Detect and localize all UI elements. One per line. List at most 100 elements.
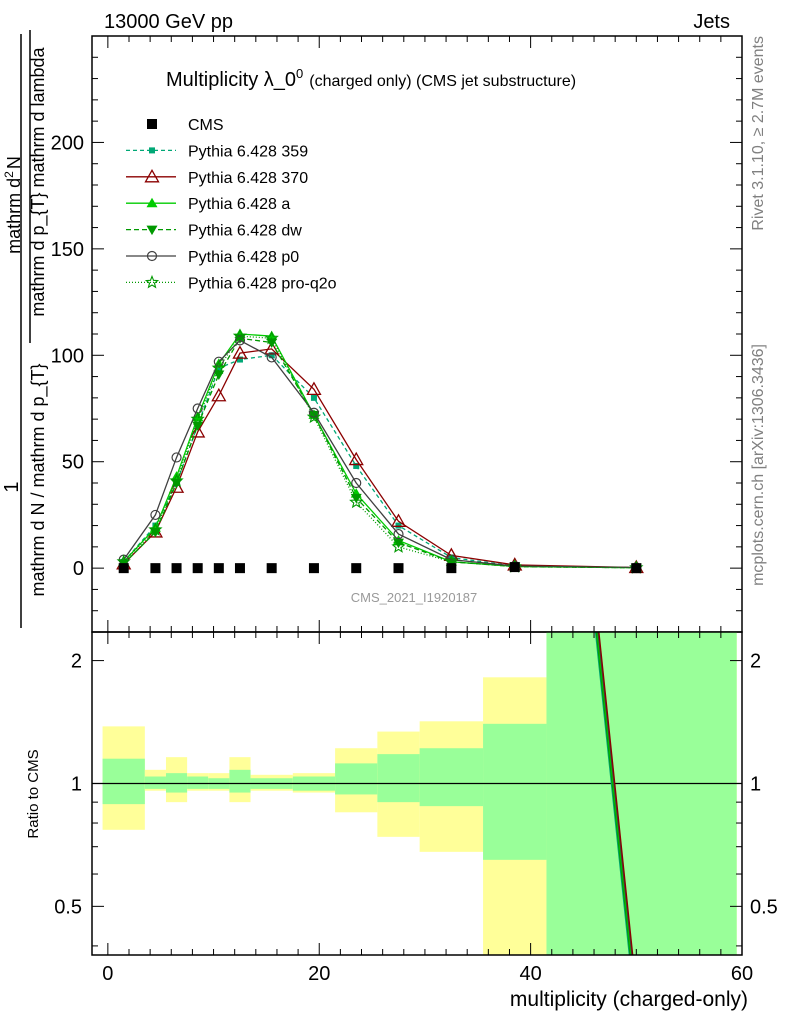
marker (144, 274, 160, 289)
ratio-ytick-label: 0.5 (54, 896, 82, 918)
series-pythia-6-428-a (118, 328, 642, 572)
main-ylabel: 1 mathrm d N / mathrm d p_{T} mathrm d2N… (1, 30, 49, 628)
marker (192, 411, 204, 422)
legend-item: CMS (147, 117, 224, 134)
marker (171, 563, 182, 574)
marker (236, 356, 243, 363)
marker (308, 563, 319, 574)
series-pythia-6-428-359 (120, 352, 640, 571)
marker (509, 562, 520, 573)
marker (395, 522, 402, 529)
marker (393, 563, 404, 574)
ratio-plot (92, 632, 742, 955)
marker (393, 528, 404, 540)
analysis-watermark: CMS_2021_I1920187 (351, 590, 478, 605)
side-mcplots-label: mcplots.cern.ch [arXiv:1306.3436] (750, 344, 767, 586)
header-category: Jets (693, 11, 730, 33)
legend-item: Pythia 6.428 dw (126, 223, 302, 240)
ratio-line (598, 632, 634, 955)
marker (192, 563, 203, 574)
xaxis-label: multiplicity (charged-only) (510, 988, 748, 1011)
marker (348, 451, 364, 466)
xtick-label: 60 (731, 963, 753, 985)
ylabel-numerator-2: mathrm d p_{T} mathrm d lambda (28, 46, 49, 316)
series-line (123, 335, 637, 569)
marker (211, 387, 227, 402)
ratio-band-inner (165, 773, 188, 793)
marker (171, 452, 182, 463)
marker (190, 411, 205, 426)
marker (306, 409, 322, 424)
marker (118, 563, 129, 574)
marker (391, 539, 406, 553)
marker (232, 345, 248, 359)
legend: CMS Pythia 6.428 359 Pythia 6.428 370 Pythi… (126, 117, 337, 292)
ratio-line (596, 632, 632, 955)
marker (232, 328, 248, 343)
ratio-band-inner (377, 754, 420, 803)
xtick-label: 20 (308, 963, 330, 985)
legend-item: Pythia 6.428 359 (126, 143, 308, 160)
legend-item: Pythia 6.428 pro-q2o (126, 274, 337, 292)
ratio-frame (91, 631, 743, 956)
series-line (123, 337, 637, 569)
series-line (123, 354, 637, 569)
main-ytick-label: 50 (62, 452, 84, 474)
marker (150, 509, 161, 521)
marker (268, 352, 275, 359)
marker (631, 563, 642, 574)
marker (266, 563, 277, 574)
ratio-ytick-label-right: 1 (750, 773, 761, 795)
marker (446, 563, 457, 574)
ratio-band-inner (546, 632, 737, 955)
series-cms (118, 562, 642, 574)
marker (349, 494, 364, 509)
marker (234, 335, 246, 346)
marker (150, 563, 161, 574)
ratio-line (594, 632, 630, 955)
ratio-ylabel: Ratio to CMS (25, 749, 42, 838)
marker (168, 479, 185, 493)
marker (266, 352, 277, 363)
legend-item: Pythia 6.428 370 (126, 168, 308, 187)
marker (146, 250, 158, 262)
marker (308, 410, 320, 421)
side-rivet-label: Rivet 3.1.10, ≥ 2.7M events (750, 36, 767, 231)
marker (146, 197, 158, 208)
marker (353, 462, 360, 469)
ratio-band-inner (483, 723, 547, 860)
marker (350, 493, 362, 504)
ratio-band-inner (102, 758, 145, 805)
ratio-ytick-label-right: 0.5 (750, 896, 778, 918)
ratio-line (595, 632, 631, 955)
ratio-band-inner (419, 748, 484, 807)
series-pythia-6-428-pro-q2o (116, 328, 644, 574)
marker (144, 168, 160, 183)
ratio-ytick-label: 2 (71, 651, 82, 673)
marker (147, 119, 157, 129)
series-line (123, 348, 637, 569)
ratio-band-inner (229, 769, 251, 793)
marker (393, 538, 405, 549)
legend-label: Pythia 6.428 dw (188, 223, 302, 240)
marker (215, 365, 222, 372)
marker (234, 563, 245, 574)
ylabel-denominator: mathrm d N / mathrm d p_{T} (28, 363, 49, 596)
main-ytick-label: 0 (73, 558, 84, 580)
legend-item: Pythia 6.428 a (126, 196, 290, 213)
main-ytick-label: 150 (51, 239, 84, 261)
marker (146, 225, 158, 236)
marker (149, 147, 155, 154)
legend-label: Pythia 6.428 359 (188, 143, 308, 160)
marker (390, 513, 407, 527)
marker (213, 563, 224, 574)
ratio-line (597, 632, 633, 955)
legend-label: Pythia 6.428 p0 (188, 249, 299, 266)
legend-label: Pythia 6.428 a (188, 196, 290, 213)
ylabel-one: 1 (1, 481, 23, 492)
legend-label: CMS (188, 117, 224, 134)
series-pythia-6-428-370 (116, 341, 644, 574)
marker (266, 330, 278, 341)
marker (213, 356, 224, 367)
